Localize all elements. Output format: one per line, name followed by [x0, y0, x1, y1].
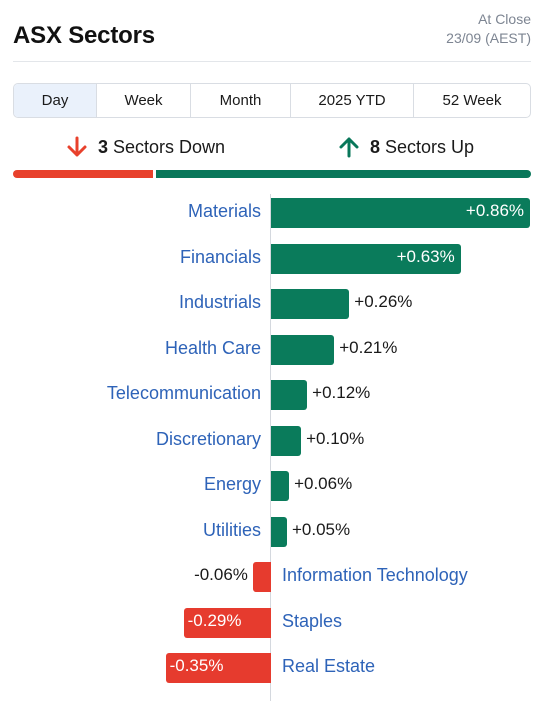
header: ASX Sectors At Close 23/09 (AEST) — [13, 8, 531, 62]
sector-bar-information-technology — [252, 562, 271, 592]
sector-bar-materials — [271, 198, 531, 228]
sector-label-information-technology[interactable]: Information Technology — [282, 565, 468, 585]
sector-bar-financials — [271, 243, 461, 274]
arrow-up-icon — [338, 135, 360, 159]
market-status-label: At Close — [478, 11, 531, 27]
sectors-down-text: Sectors Down — [113, 136, 226, 157]
sector-label-financials[interactable]: Financials — [179, 246, 261, 267]
sector-row-real-estate[interactable]: Real Estate -0.35% — [0, 653, 545, 683]
sector-value-staples: -0.29% — [187, 610, 242, 630]
sector-value-materials: +0.86% — [465, 201, 525, 220]
sector-bar-energy — [271, 471, 290, 501]
sectors-up-summary: 8 Sectors Up — [338, 135, 474, 159]
sector-value-information-technology: -0.06% — [194, 565, 248, 584]
sector-label-discretionary[interactable]: Discretionary — [155, 428, 261, 449]
sector-row-industrials[interactable]: Industrials +0.26% — [0, 289, 545, 319]
chart-zero-axis — [270, 194, 271, 701]
market-status-date: 23/09 (AEST) — [446, 30, 531, 46]
sector-value-energy: +0.06% — [294, 474, 353, 493]
page-title: ASX Sectors — [13, 22, 155, 49]
sector-bar-discretionary — [271, 425, 302, 456]
sector-value-utilities: +0.05% — [292, 519, 351, 539]
sector-bar-real-estate — [165, 653, 271, 683]
sector-value-financials: +0.63% — [396, 246, 455, 266]
tab-month[interactable]: Month — [191, 84, 291, 117]
sector-label-health-care[interactable]: Health Care — [164, 337, 261, 358]
sector-label-telecommunication[interactable]: Telecommunication — [106, 383, 261, 403]
arrow-down-icon — [66, 135, 88, 159]
sector-label-industrials[interactable]: Industrials — [178, 292, 261, 312]
sector-row-materials[interactable]: Materials +0.86% — [0, 198, 545, 228]
sector-label-utilities[interactable]: Utilities — [202, 519, 261, 540]
sector-row-health-care[interactable]: Health Care +0.21% — [0, 334, 545, 365]
tab-day[interactable]: Day — [14, 84, 97, 117]
sector-value-health-care: +0.21% — [339, 337, 398, 357]
sectors-up-bar — [156, 170, 531, 178]
sector-row-utilities[interactable]: Utilities +0.05% — [0, 516, 545, 547]
sectors-up-count: 8 — [370, 136, 381, 157]
sector-row-information-technology[interactable]: Information Technology -0.06% — [0, 562, 545, 592]
sector-bar-industrials — [271, 289, 350, 319]
sectors-up-text: Sectors Up — [385, 136, 475, 157]
sectors-down-bar — [13, 170, 153, 178]
tab-week[interactable]: Week — [97, 84, 191, 117]
sector-bar-telecommunication — [271, 380, 308, 410]
sector-label-energy[interactable]: Energy — [203, 474, 261, 494]
sector-row-telecommunication[interactable]: Telecommunication +0.12% — [0, 380, 545, 410]
market-status: At Close 23/09 (AEST) — [446, 10, 531, 48]
sector-bar-health-care — [271, 334, 335, 365]
sector-value-industrials: +0.26% — [354, 292, 413, 311]
sector-value-real-estate: -0.35% — [169, 656, 224, 675]
sector-row-energy[interactable]: Energy +0.06% — [0, 471, 545, 501]
sector-bar-utilities — [271, 516, 287, 547]
tab-2025-ytd[interactable]: 2025 YTD — [291, 84, 414, 117]
sector-row-staples[interactable]: Staples -0.29% — [0, 607, 545, 638]
tab-52-week[interactable]: 52 Week — [442, 92, 502, 109]
sector-value-discretionary: +0.10% — [306, 428, 365, 448]
sector-value-telecommunication: +0.12% — [312, 383, 371, 402]
sectors-down-summary: 3 Sectors Down — [66, 135, 225, 159]
sector-label-staples[interactable]: Staples — [282, 610, 343, 631]
sector-bar-chart: Materials +0.86% Financials +0.63% Industria… — [0, 190, 545, 705]
period-tabs: Day Week Month 2025 YTD 52 Week — [13, 83, 531, 118]
sector-label-real-estate[interactable]: Real Estate — [282, 656, 376, 676]
sectors-down-count: 3 — [98, 136, 109, 157]
sector-label-materials[interactable]: Materials — [187, 201, 261, 221]
sector-bar-staples — [183, 607, 271, 638]
sector-row-financials[interactable]: Financials +0.63% — [0, 243, 545, 274]
sector-row-discretionary[interactable]: Discretionary +0.10% — [0, 425, 545, 456]
